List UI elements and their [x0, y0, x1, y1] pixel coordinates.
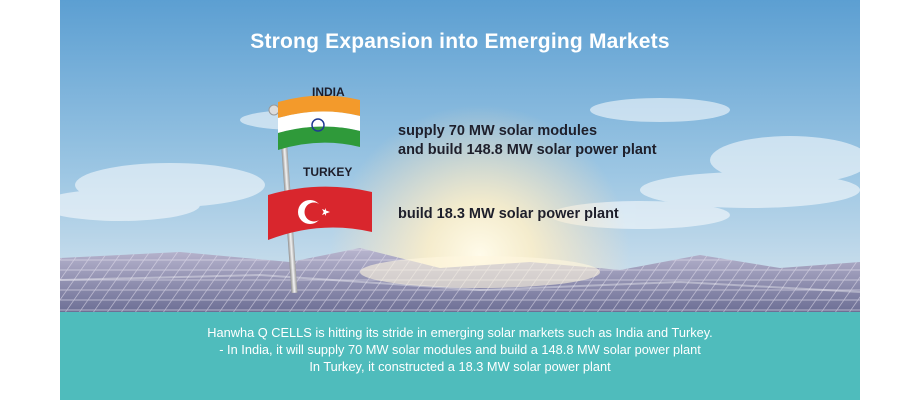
turkey-text-line-1: build 18.3 MW solar power plant — [398, 206, 619, 222]
caption-box: Hanwha Q CELLS is hitting its stride in … — [60, 312, 860, 400]
india-text-line-1: supply 70 MW solar modules — [398, 123, 598, 139]
banner-title: Strong Expansion into Emerging Markets — [250, 30, 670, 53]
india-label: INDIA — [312, 85, 345, 99]
solar-scene-illustration — [60, 0, 860, 312]
india-text-line-2: and build 148.8 MW solar power plant — [398, 142, 657, 158]
caption-line-3: In Turkey, it constructed a 18.3 MW sola… — [309, 359, 611, 374]
caption-line-2: - In India, it will supply 70 MW solar m… — [219, 342, 701, 357]
turkey-label: TURKEY — [303, 165, 353, 179]
caption-line-1: Hanwha Q CELLS is hitting its stride in … — [207, 325, 713, 340]
india-flag-icon — [278, 95, 360, 150]
banner: Strong Expansion into Emerging Markets I… — [60, 0, 860, 400]
turkey-flag-icon — [268, 186, 372, 240]
